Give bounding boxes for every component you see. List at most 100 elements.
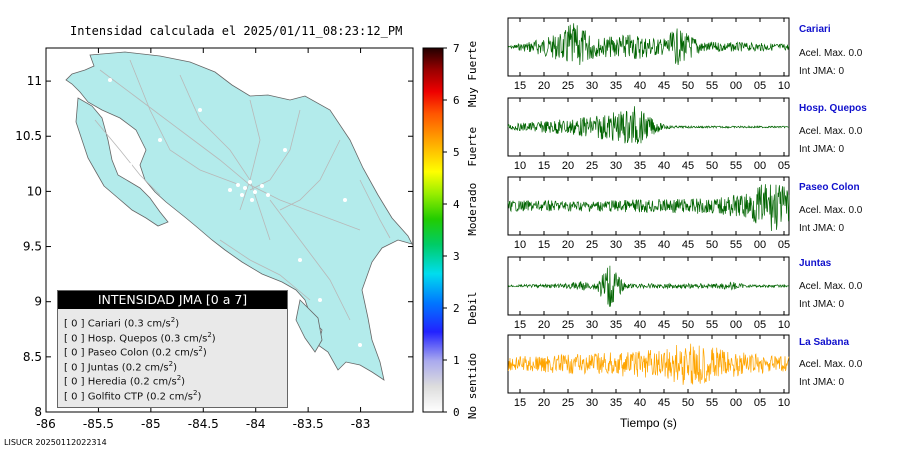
trace-tick-label: 25 [586, 239, 598, 251]
colorbar-tick-label: 3 [453, 250, 460, 263]
map-x-axis: -86 -85.5 -85 -84.5 -84 -83.5 -83 [36, 48, 370, 431]
trace-tick-label: 20 [538, 80, 550, 92]
trace-station-name: La Sabana [799, 337, 850, 348]
trace-tick-label: 05 [778, 160, 790, 172]
map-x-tick-label: -86 [36, 417, 56, 431]
trace-tick-label: 40 [634, 319, 646, 331]
colorbar-category-label: No sentido [466, 353, 479, 419]
colorbar-category-label: Muy Fuerte [466, 41, 479, 107]
map-x-tick-label: -83 [351, 417, 371, 431]
station-dots [108, 78, 362, 347]
trace-jma: Int JMA: 0 [799, 299, 845, 310]
traces-x-axis-label: Tiempo (s) [620, 416, 677, 430]
trace-tick-label: 45 [658, 319, 670, 331]
legend-list: [ 0 ] Cariari (0.3 cm/s2) [ 0 ] Hosp. Qu… [58, 309, 287, 402]
trace-max-accel: Acel. Max. 0.0 [799, 205, 863, 216]
trace-tick-label: 35 [634, 239, 646, 251]
trace-tick-label: 20 [538, 319, 550, 331]
trace-jma: Int JMA: 0 [799, 66, 845, 77]
trace-tick-label: 30 [586, 80, 598, 92]
colorbar-category-label: Moderado [466, 183, 479, 236]
map-y-axis: 8 8.5 9 9.5 10 10.5 11 [15, 74, 413, 419]
trace-tick-label: 35 [610, 319, 622, 331]
trace-line [507, 106, 790, 144]
trace-tick-label: 20 [562, 160, 574, 172]
legend-item: [ 0 ] Heredia (0.2 cm/s2) [64, 374, 186, 388]
trace-tick-label: 15 [514, 319, 526, 331]
trace-tick-label: 30 [586, 397, 598, 409]
trace-tick-label: 00 [730, 397, 742, 409]
colorbar-category-label: Debil [466, 291, 479, 324]
colorbar-tick-label: 2 [453, 302, 460, 315]
trace-tick-label: 40 [634, 397, 646, 409]
trace-line [508, 265, 790, 307]
intensity-legend: INTENSIDAD JMA [0 a 7] [ 0 ] Cariari (0.… [57, 290, 288, 408]
trace-line [507, 23, 790, 66]
trace-tick-label: 35 [610, 397, 622, 409]
trace-jma: Int JMA: 0 [799, 144, 845, 155]
trace-tick-label: 25 [586, 160, 598, 172]
trace-tick-label: 15 [538, 160, 550, 172]
trace-tick-label: 40 [658, 160, 670, 172]
trace-tick-label: 00 [730, 80, 742, 92]
trace-station-name: Juntas [799, 258, 832, 269]
map-y-tick-label: 9.5 [23, 240, 42, 254]
trace-tick-label: 55 [706, 319, 718, 331]
legend-item: [ 0 ] Paseo Colon (0.2 cm/s2) [64, 345, 207, 359]
trace-tick-label: 15 [514, 397, 526, 409]
trace-panel: 10 15 20 25 30 35 40 45 50 55 00 05 [507, 176, 790, 251]
trace-tick-label: 00 [754, 239, 766, 251]
trace-tick-label: 10 [514, 160, 526, 172]
trace-tick-label: 05 [754, 80, 766, 92]
legend-item: [ 0 ] Juntas (0.2 cm/s2) [64, 359, 177, 374]
trace-tick-label: 40 [658, 239, 670, 251]
trace-station-name: Hosp. Quepos [799, 103, 867, 114]
trace-tick-label: 25 [562, 397, 574, 409]
trace-tick-label: 00 [754, 160, 766, 172]
trace-max-accel: Acel. Max. 0.0 [799, 126, 863, 137]
trace-tick-label: 45 [658, 397, 670, 409]
legend-item: [ 0 ] Cariari (0.3 cm/s2) [64, 316, 180, 330]
trace-tick-label: 30 [610, 160, 622, 172]
trace-tick-label: 25 [562, 319, 574, 331]
trace-tick-label: 55 [730, 239, 742, 251]
trace-tick-label: 00 [730, 319, 742, 331]
trace-tick-label: 10 [514, 239, 526, 251]
trace-tick-label: 55 [730, 160, 742, 172]
trace-max-accel: Acel. Max. 0.0 [799, 281, 863, 292]
colorbar: 0 1 2 3 4 5 6 7 No sentido Debil Moderado Fuerte Mu… [422, 41, 479, 419]
legend-item: [ 0 ] Hosp. Quepos (0.3 cm/s2) [64, 330, 216, 344]
costa-rica-land [65, 51, 413, 381]
trace-tick-label: 55 [706, 397, 718, 409]
colorbar-tick-label: 0 [453, 406, 460, 419]
trace-tick-label: 50 [706, 160, 718, 172]
legend-header: INTENSIDAD JMA [0 a 7] [58, 291, 287, 309]
road-network [94, 59, 391, 321]
trace-tick-label: 35 [610, 80, 622, 92]
trace-line [507, 184, 790, 232]
map-y-tick-label: 10.5 [15, 129, 42, 143]
trace-tick-label: 30 [610, 239, 622, 251]
trace-tick-label: 10 [778, 319, 790, 331]
trace-jma: Int JMA: 0 [799, 377, 845, 388]
trace-panel: 10 15 20 25 30 35 40 45 50 55 00 05 [507, 97, 790, 172]
trace-tick-label: 05 [754, 397, 766, 409]
trace-tick-label: 50 [682, 80, 694, 92]
trace-panel: 15 20 25 30 35 40 45 50 55 00 05 10 [507, 256, 790, 331]
colorbar-tick-label: 6 [453, 94, 460, 107]
trace-line [507, 343, 790, 386]
seismogram-traces: 15 20 25 30 35 40 45 50 55 00 05 10 10 15 20 25 30 35 40 45… [507, 17, 790, 409]
trace-tick-label: 10 [778, 80, 790, 92]
trace-tick-label: 30 [586, 319, 598, 331]
map-title: Intensidad calculada el 2025/01/11_08:23… [70, 24, 403, 38]
map-y-tick-label: 11 [27, 74, 42, 88]
trace-tick-label: 15 [538, 239, 550, 251]
trace-tick-label: 05 [754, 319, 766, 331]
map-x-tick-label: -85 [141, 417, 161, 431]
trace-tick-label: 20 [562, 239, 574, 251]
trace-tick-label: 10 [778, 397, 790, 409]
trace-tick-label: 50 [682, 319, 694, 331]
trace-tick-label: 40 [634, 80, 646, 92]
trace-panel: 15 20 25 30 35 40 45 50 55 00 05 10 [507, 17, 790, 92]
map-y-tick-label: 8 [34, 405, 42, 419]
